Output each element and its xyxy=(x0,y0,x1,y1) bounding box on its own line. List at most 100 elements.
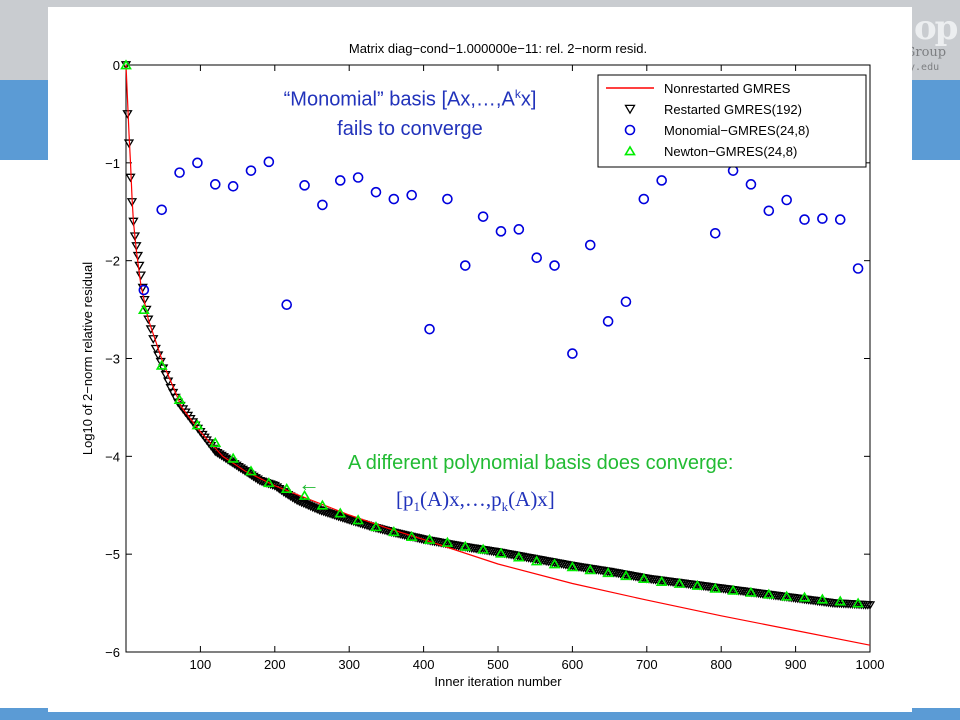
restarted-gmres-marker xyxy=(132,251,144,261)
logo-mark: op xyxy=(914,8,958,48)
newton-gmres-point xyxy=(227,452,240,463)
newton-gmres-point xyxy=(566,561,579,572)
y-tick-label: −6 xyxy=(105,645,120,660)
figure-panel: Matrix diag−cond−1.000000e−11: rel. 2−no… xyxy=(48,7,912,712)
restarted-gmres-marker xyxy=(139,295,150,305)
y-axis-label: Log10 of 2−norm relative residual xyxy=(80,262,95,455)
newton-gmres-point xyxy=(530,555,543,566)
monomial-annotation-line1: “Monomial” basis [Ax,…,Akx] xyxy=(245,80,575,115)
chart-title: Matrix diag−cond−1.000000e−11: rel. 2−no… xyxy=(349,41,647,56)
monomial-word: Monomial xyxy=(290,88,377,111)
newton-gmres-point xyxy=(602,567,615,578)
newton-gmres-point xyxy=(620,570,632,581)
newton-gmres-point xyxy=(120,59,132,70)
newton-gmres-point xyxy=(834,595,847,606)
monomial-gmres-point xyxy=(388,193,400,205)
newton-gmres-point xyxy=(137,303,150,314)
newton-gmres-point xyxy=(512,551,525,562)
newton-gmres-point xyxy=(727,584,740,595)
monomial-gmres-point xyxy=(638,193,650,205)
y-tick-label: −4 xyxy=(105,449,120,464)
newton-gmres-point xyxy=(370,521,382,532)
monomial-annotation: “Monomial” basis [Ax,…,Akx] fails to con… xyxy=(245,80,575,144)
restarted-gmres-marker xyxy=(163,377,174,387)
nonrestarted-gmres-line xyxy=(125,64,871,646)
newton-gmres-point xyxy=(780,590,793,601)
newton-gmres-point xyxy=(637,572,650,584)
monomial-gmres-point xyxy=(174,167,185,178)
legend-entry: Restarted GMRES(192) xyxy=(664,102,802,117)
monomial-basis-end: x] xyxy=(520,88,537,111)
newton-gmres-point xyxy=(798,591,811,602)
monomial-gmres-point xyxy=(799,214,810,225)
legend-marker-sample xyxy=(624,145,636,156)
restarted-gmres-marker xyxy=(134,261,145,271)
newton-annotation: A different polynomial basis does conver… xyxy=(348,452,734,474)
newton-gmres-point xyxy=(155,359,168,370)
monomial-annotation-line2: fails to converge xyxy=(337,117,483,140)
monomial-gmres-point xyxy=(406,189,417,201)
monomial-gmres-point xyxy=(459,260,471,271)
monomial-gmres-point xyxy=(584,239,596,251)
newton-gmres-point xyxy=(298,489,311,500)
newton-gmres-point xyxy=(852,597,864,608)
monomial-gmres-point xyxy=(245,165,257,176)
newton-gmres-point xyxy=(387,526,400,537)
newton-gmres-point xyxy=(245,465,257,476)
legend-marker-sample xyxy=(624,104,636,115)
newton-gmres-point xyxy=(655,575,668,586)
restarted-gmres-marker xyxy=(165,383,176,393)
legend-entry: Newton−GMRES(24,8) xyxy=(664,144,797,159)
y-tick-label: −5 xyxy=(105,547,120,562)
newton-gmres-point xyxy=(441,536,454,547)
monomial-gmres-point xyxy=(334,175,346,186)
monomial-gmres-point xyxy=(620,296,632,308)
newton-gmres-point xyxy=(495,547,507,558)
monomial-gmres-point xyxy=(781,194,792,206)
monomial-gmres-point xyxy=(317,199,328,211)
newton-gmres-point xyxy=(673,577,686,588)
monomial-gmres-point xyxy=(495,226,507,237)
x-tick-label: 600 xyxy=(562,657,584,672)
x-tick-label: 900 xyxy=(785,657,807,672)
logo-text: Group xyxy=(905,45,947,60)
monomial-basis-text: basis [Ax,…,A xyxy=(383,88,515,111)
x-tick-label: 700 xyxy=(636,657,658,672)
y-tick-label: −3 xyxy=(105,352,120,367)
x-axis-label: Inner iteration number xyxy=(434,674,562,689)
restarted-gmres-marker xyxy=(137,283,148,293)
arrow-icon: ← xyxy=(298,471,320,496)
x-tick-label: 500 xyxy=(487,657,509,672)
logo-subtext: ey.edu xyxy=(903,62,940,73)
monomial-gmres-point xyxy=(227,181,239,192)
formula-mid: (A)x,…,p xyxy=(420,487,502,511)
monomial-gmres-point xyxy=(656,175,667,186)
monomial-gmres-point xyxy=(709,227,721,239)
newton-gmres-point xyxy=(423,533,436,544)
monomial-gmres-point xyxy=(477,211,489,222)
newton-gmres-point xyxy=(459,540,472,551)
restarted-gmres-marker xyxy=(143,315,154,325)
formula-end: (A)x] xyxy=(508,487,555,511)
formula-sub-k: k xyxy=(501,499,509,515)
monomial-gmres-point xyxy=(763,205,775,217)
restarted-gmres-marker xyxy=(131,242,142,251)
y-tick-label: −1 xyxy=(105,156,120,171)
monomial-gmres-point xyxy=(192,157,203,169)
newton-gmres-point xyxy=(816,593,829,604)
residual-chart: Matrix diag−cond−1.000000e−11: rel. 2−no… xyxy=(80,41,885,689)
newton-gmres-point xyxy=(709,582,722,593)
x-tick-label: 1000 xyxy=(856,657,885,672)
newton-gmres-point xyxy=(691,579,704,590)
legend-marker-sample xyxy=(624,124,636,136)
monomial-gmres-point xyxy=(281,299,293,310)
newton-gmres-point xyxy=(477,543,490,554)
y-tick-label: 0 xyxy=(113,58,120,73)
monomial-gmres-point xyxy=(852,263,864,274)
newton-gmres-point xyxy=(762,588,775,599)
restarted-gmres-marker xyxy=(285,492,296,502)
x-tick-label: 400 xyxy=(413,657,435,672)
newton-gmres-point xyxy=(191,419,204,430)
monomial-gmres-point xyxy=(299,180,310,191)
newton-gmres-point xyxy=(316,499,329,510)
